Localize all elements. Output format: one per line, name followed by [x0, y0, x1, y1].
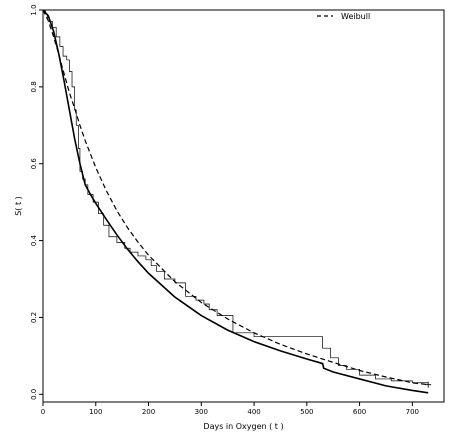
series-layer: [42, 9, 432, 394]
y-tick-label: 0.8: [30, 81, 38, 92]
y-tick-label: 0.4: [30, 234, 38, 246]
legend: Weibull: [317, 12, 370, 21]
y-tick-label: 0.0: [30, 389, 38, 400]
series-empirical-step: [43, 9, 429, 385]
x-axis-title: Days in Oxygen ( t ): [203, 422, 283, 431]
legend-label-weibull: Weibull: [341, 12, 370, 21]
plot-frame: [42, 9, 445, 403]
x-tick-label: 200: [142, 408, 155, 416]
x-tick-label: 700: [406, 408, 419, 416]
x-axis: 0 100 200 300 400 500 600 700: [41, 402, 419, 416]
y-tick-label: 0.2: [30, 312, 38, 323]
x-tick-label: 500: [300, 408, 313, 416]
x-tick-label: 300: [195, 408, 208, 416]
y-tick-label: 0.6: [30, 158, 38, 170]
y-tick-label: 1.0: [30, 4, 38, 15]
x-tick-label: 600: [353, 408, 366, 416]
series-weibull-curve: [42, 9, 429, 386]
x-tick-label: 0: [41, 408, 45, 416]
x-tick-label: 400: [247, 408, 260, 416]
series-fitted-curve: [42, 9, 429, 394]
censor-mark: [425, 381, 432, 388]
x-tick-label: 100: [89, 408, 102, 416]
y-axis: 0.0 0.2 0.4 0.6 0.8 1.0: [30, 4, 43, 400]
y-axis-title: S( t ): [14, 196, 23, 216]
